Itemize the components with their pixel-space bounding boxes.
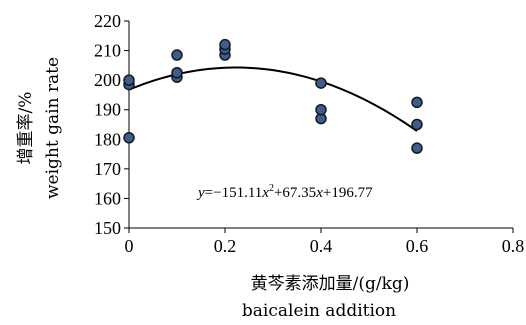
x-tick-label: 0 <box>125 236 134 256</box>
data-points <box>124 40 422 154</box>
x-axis-title-line1: 黄芩素添加量/(g/kg) <box>251 274 410 294</box>
data-point <box>172 50 182 60</box>
data-point <box>220 40 230 50</box>
eq-coef-c: +196.77 <box>323 185 373 201</box>
data-point <box>124 75 134 85</box>
y-tick-label: 160 <box>94 188 121 208</box>
data-point <box>316 78 326 88</box>
x-tick-label: 0.4 <box>310 236 333 256</box>
data-point <box>412 97 422 107</box>
y-tick-label: 190 <box>94 100 121 120</box>
y-axis-title-line1: 增重率/% <box>16 92 36 165</box>
data-point <box>412 120 422 130</box>
y-tick-label: 170 <box>94 159 121 179</box>
data-point <box>316 105 326 115</box>
y-axis-ticks: 150 160 170 180 190 200 210 220 <box>94 11 129 238</box>
data-point <box>124 133 134 143</box>
eq-y: y <box>196 185 205 201</box>
eq-coef-a: =−151.11 <box>205 185 263 201</box>
x-axis-ticks: 0 0.2 0.4 0.6 0.8 <box>125 228 525 256</box>
x-axis-title-line2: baicalein addition <box>242 301 396 321</box>
y-tick-label: 210 <box>94 41 121 61</box>
eq-coef-b: +67.35 <box>274 185 316 201</box>
x-tick-label: 0.2 <box>214 236 237 256</box>
x-tick-label: 0.8 <box>502 236 525 256</box>
data-point <box>412 143 422 153</box>
x-tick-label: 0.6 <box>406 236 429 256</box>
y-tick-label: 200 <box>94 70 121 90</box>
y-tick-label: 180 <box>94 129 121 149</box>
y-tick-label: 150 <box>94 218 121 238</box>
y-axis-title-line2: weight gain rate <box>43 57 63 199</box>
trendline-equation: y=−151.11x2+67.35x+196.77 <box>196 183 373 201</box>
y-tick-label: 220 <box>94 11 121 31</box>
data-point <box>172 68 182 78</box>
